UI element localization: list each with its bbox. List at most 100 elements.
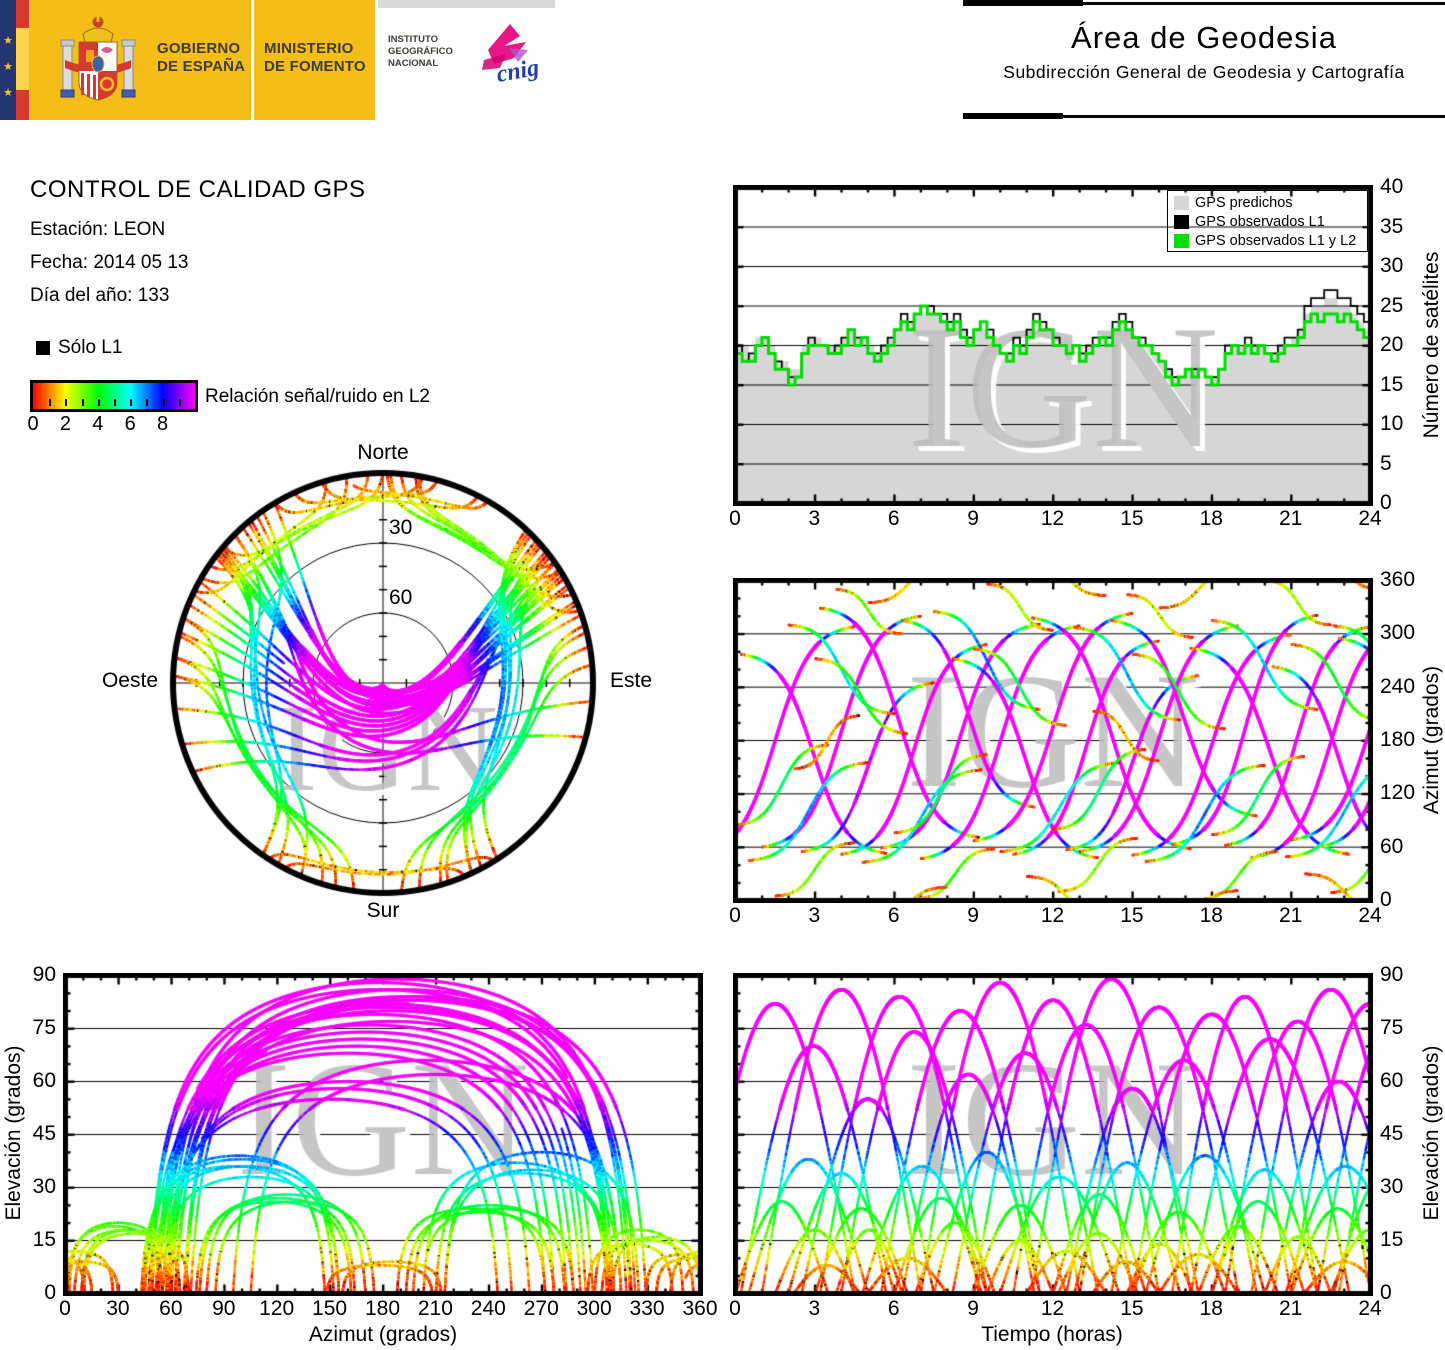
tick-label: 120 xyxy=(1380,781,1416,805)
tick-label: 20 xyxy=(1380,333,1404,356)
tick-label: 0 xyxy=(59,1297,71,1320)
tick-label: 21 xyxy=(1278,904,1303,927)
colorbar-tick-label: 6 xyxy=(124,413,136,435)
tick-label: 0 xyxy=(1380,491,1392,514)
cnig-logo-icon: cnig xyxy=(482,24,541,88)
tick-label: 12 xyxy=(1040,904,1065,927)
tick-label: 15 xyxy=(1120,507,1144,530)
header-rule-top-accent xyxy=(963,0,1083,6)
skyplot-ring60-label: 60 xyxy=(389,586,413,609)
elevation-time-plot xyxy=(733,973,1373,1296)
tick-label: 270 xyxy=(523,1297,559,1320)
azimuth-y-axis-title: Azimut (grados) xyxy=(1420,665,1443,815)
tick-label: 30 xyxy=(106,1297,130,1320)
tick-label: 30 xyxy=(32,1175,56,1198)
station-line: Estación: LEON xyxy=(30,219,166,240)
tick-label: 25 xyxy=(1380,293,1404,317)
tick-label: 75 xyxy=(1380,1016,1404,1039)
tick-label: 24 xyxy=(1358,1297,1382,1320)
tick-label: 3 xyxy=(808,904,821,927)
tick-label: 12 xyxy=(1040,507,1065,530)
predicted-swatch xyxy=(1174,195,1189,210)
eu-flag-strip: ★ ★ ★ xyxy=(0,0,16,120)
skyplot-north-label: Norte xyxy=(357,441,409,464)
tick-label: 15 xyxy=(32,1228,56,1251)
colorbar-tick-label: 4 xyxy=(92,413,104,435)
gobierno-label-line1: GOBIERNO xyxy=(157,40,241,57)
tick-label: 210 xyxy=(417,1297,453,1320)
observed-l1l2-label: GPS observados L1 y L2 xyxy=(1195,232,1357,249)
tick-label: 6 xyxy=(887,1297,900,1320)
colorbar-tick xyxy=(49,399,52,406)
colorbar-tick-label: 2 xyxy=(59,413,71,435)
tick-label: 24 xyxy=(1358,904,1382,927)
elevation-azimuth-plot xyxy=(63,973,703,1296)
tick-label: 18 xyxy=(1199,1297,1223,1320)
satellite-count-legend: GPS predichos GPS observados L1 GPS obse… xyxy=(1167,190,1368,252)
tick-label: 60 xyxy=(159,1297,183,1320)
satellite-count-plot xyxy=(733,185,1373,506)
skyplot-ring30-label: 30 xyxy=(389,516,413,539)
tick-label: 300 xyxy=(576,1297,612,1320)
tick-label: 40 xyxy=(1380,175,1404,198)
tick-label: 0 xyxy=(729,507,741,530)
spain-coat-of-arms-icon xyxy=(60,14,136,101)
tick-label: 60 xyxy=(32,1069,56,1092)
eu-stars-icon: ★ ★ ★ xyxy=(3,35,13,99)
tick-label: 9 xyxy=(967,904,979,927)
snr-colorbar xyxy=(30,380,198,412)
elt-x-axis-title: Tiempo (horas) xyxy=(981,1323,1123,1346)
snr-colorbar-label: Relación señal/ruido en L2 xyxy=(205,386,430,407)
skyplot-canvas xyxy=(165,465,601,901)
colorbar-tick xyxy=(146,399,149,406)
tick-label: 0 xyxy=(729,904,741,927)
tick-label: 15 xyxy=(1120,904,1144,927)
sats-y-axis-title: Número de satélites xyxy=(1420,251,1443,439)
tick-label: 60 xyxy=(1380,834,1404,858)
legend-item-predicted: GPS predichos xyxy=(1168,193,1367,212)
tick-label: 30 xyxy=(1380,1175,1404,1198)
elt-y-axis-title: Elevación (grados) xyxy=(1420,1045,1443,1221)
skyplot-east-label: Este xyxy=(610,669,653,692)
area-title: Área de Geodesia xyxy=(1071,20,1337,55)
colorbar-tick xyxy=(162,399,165,406)
ign-logo-block: INSTITUTO GEOGRÁFICO NACIONAL cnig xyxy=(378,0,555,120)
header-rule-bottom xyxy=(963,115,1445,118)
tick-label: 330 xyxy=(629,1297,665,1320)
doy-line: Día del año: 133 xyxy=(30,285,170,306)
tick-label: 0 xyxy=(1380,888,1392,911)
tick-label: 0 xyxy=(1380,1281,1392,1304)
gobierno-label-line2: DE ESPAÑA xyxy=(157,58,246,75)
tick-label: 21 xyxy=(1278,507,1303,530)
tick-label: 300 xyxy=(1380,621,1416,645)
instituto-label-line1: INSTITUTO xyxy=(388,34,438,45)
tick-label: 45 xyxy=(32,1122,56,1145)
skyplot-south-label: Sur xyxy=(366,899,400,922)
tick-label: 9 xyxy=(967,1297,979,1320)
tick-label: 5 xyxy=(1380,451,1392,475)
tick-label: 75 xyxy=(32,1016,56,1039)
tick-label: 360 xyxy=(682,1297,718,1320)
legend-item-observed-l1l2: GPS observados L1 y L2 xyxy=(1168,231,1367,250)
colorbar-tick xyxy=(97,399,100,406)
observed-l1-swatch xyxy=(1174,214,1189,229)
tick-label: 21 xyxy=(1278,1297,1303,1320)
tick-label: 0 xyxy=(44,1281,56,1304)
predicted-label: GPS predichos xyxy=(1195,194,1293,211)
date-line: Fecha: 2014 05 13 xyxy=(30,252,189,273)
ign-block-topbar xyxy=(378,0,555,8)
ministerio-logo-block: MINISTERIO DE FOMENTO xyxy=(254,0,375,120)
tick-label: 15 xyxy=(1380,372,1404,396)
colorbar-tick xyxy=(81,399,84,406)
header-rule-top xyxy=(963,2,1445,5)
tick-label: 45 xyxy=(1380,1122,1404,1145)
tick-label: 180 xyxy=(1380,728,1416,751)
elaz-x-axis-title: Azimut (grados) xyxy=(308,1323,458,1346)
tick-label: 12 xyxy=(1040,1297,1065,1320)
observed-l1l2-swatch xyxy=(1174,233,1189,248)
tick-label: 6 xyxy=(887,904,900,927)
area-subtitle: Subdirección General de Geodesia y Carto… xyxy=(1003,62,1405,82)
tick-label: 18 xyxy=(1199,904,1223,927)
tick-label: 60 xyxy=(1380,1069,1404,1092)
